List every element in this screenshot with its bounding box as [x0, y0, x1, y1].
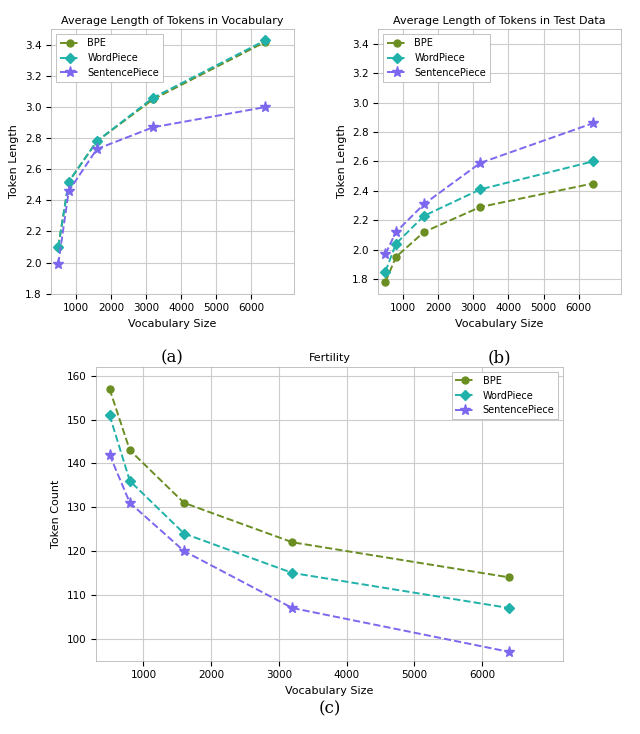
BPE — [476, 203, 484, 211]
WordPiece — [93, 137, 100, 145]
SentencePiece — [126, 498, 134, 507]
WordPiece — [54, 242, 62, 251]
WordPiece — [126, 476, 134, 485]
BPE — [149, 95, 157, 103]
Legend: BPE, WordPiece, SentencePiece: BPE, WordPiece, SentencePiece — [383, 34, 490, 81]
SentencePiece — [180, 547, 188, 556]
SentencePiece — [476, 159, 484, 167]
X-axis label: Vocabulary Size: Vocabulary Size — [128, 319, 216, 329]
BPE — [93, 137, 100, 145]
SentencePiece — [505, 647, 513, 656]
Line: BPE: BPE — [382, 180, 596, 286]
WordPiece — [381, 267, 389, 276]
SentencePiece — [420, 200, 428, 208]
Line: BPE: BPE — [106, 385, 513, 581]
SentencePiece — [149, 123, 157, 131]
BPE — [505, 573, 513, 582]
SentencePiece — [392, 228, 400, 236]
WordPiece — [106, 411, 113, 420]
Line: WordPiece: WordPiece — [382, 158, 596, 275]
WordPiece — [65, 178, 72, 186]
BPE — [589, 179, 596, 188]
Title: Average Length of Tokens in Vocabulary: Average Length of Tokens in Vocabulary — [61, 16, 284, 26]
BPE — [54, 242, 62, 251]
SentencePiece — [381, 250, 389, 258]
SentencePiece — [65, 186, 72, 195]
WordPiece — [476, 185, 484, 194]
BPE — [289, 538, 296, 547]
BPE — [420, 228, 428, 236]
Line: SentencePiece: SentencePiece — [380, 117, 598, 260]
Text: (c): (c) — [319, 700, 340, 717]
WordPiece — [262, 36, 269, 45]
Y-axis label: Token Length: Token Length — [10, 125, 19, 198]
Line: BPE: BPE — [55, 38, 269, 250]
SentencePiece — [289, 603, 296, 612]
X-axis label: Vocabulary Size: Vocabulary Size — [456, 319, 544, 329]
SentencePiece — [589, 119, 596, 128]
Text: (a): (a) — [161, 349, 184, 366]
WordPiece — [180, 529, 188, 538]
Line: SentencePiece: SentencePiece — [104, 449, 515, 658]
SentencePiece — [54, 260, 62, 269]
WordPiece — [505, 603, 513, 612]
Title: Fertility: Fertility — [308, 354, 351, 363]
WordPiece — [392, 239, 400, 248]
Title: Average Length of Tokens in Test Data: Average Length of Tokens in Test Data — [394, 16, 606, 26]
Y-axis label: Token Length: Token Length — [337, 125, 346, 198]
BPE — [126, 446, 134, 454]
WordPiece — [420, 211, 428, 220]
BPE — [392, 252, 400, 261]
X-axis label: Vocabulary Size: Vocabulary Size — [285, 686, 374, 696]
SentencePiece — [93, 145, 100, 153]
Legend: BPE, WordPiece, SentencePiece: BPE, WordPiece, SentencePiece — [452, 372, 558, 419]
BPE — [262, 37, 269, 46]
Y-axis label: Token Count: Token Count — [51, 479, 61, 548]
BPE — [65, 178, 72, 186]
WordPiece — [589, 157, 596, 166]
WordPiece — [289, 569, 296, 578]
Line: SentencePiece: SentencePiece — [52, 101, 271, 269]
BPE — [180, 498, 188, 507]
Legend: BPE, WordPiece, SentencePiece: BPE, WordPiece, SentencePiece — [56, 34, 163, 81]
BPE — [381, 277, 389, 286]
SentencePiece — [106, 450, 113, 459]
SentencePiece — [262, 103, 269, 112]
Line: WordPiece: WordPiece — [106, 412, 513, 611]
Line: WordPiece: WordPiece — [55, 37, 269, 250]
BPE — [106, 385, 113, 393]
Text: (b): (b) — [488, 349, 511, 366]
WordPiece — [149, 93, 157, 102]
